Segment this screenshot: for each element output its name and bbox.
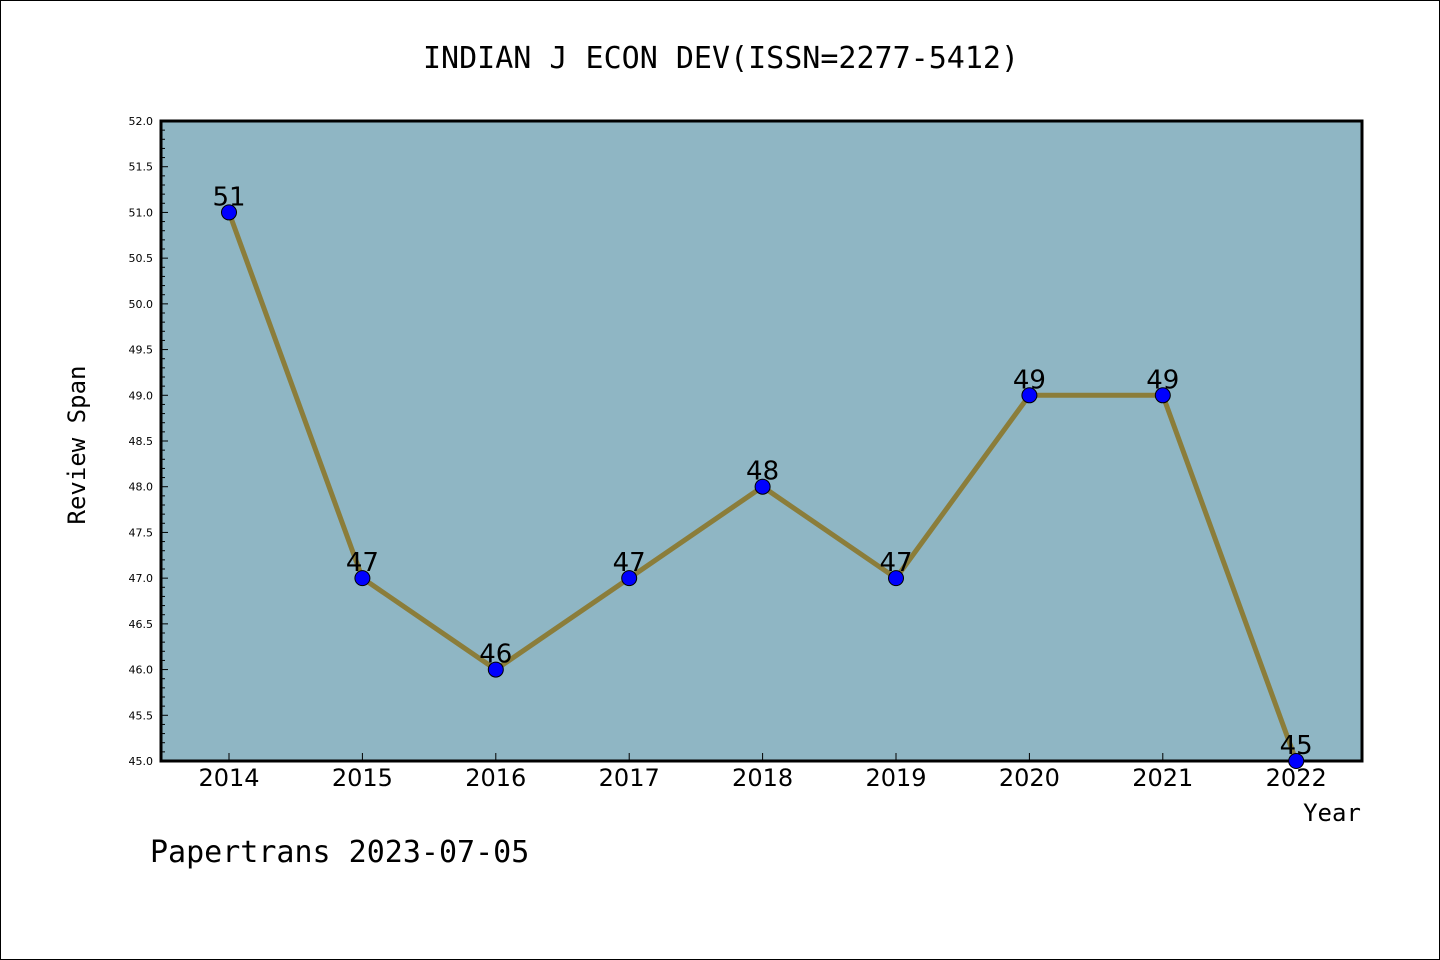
x-tick-label: 2016 [465,764,526,792]
y-tick-label: 45.0 [129,755,154,768]
x-tick-label: 2019 [865,764,926,792]
y-tick-label: 51.0 [129,206,154,219]
x-tick-label: 2018 [732,764,793,792]
y-axis-label: Review Span [63,366,91,525]
data-label: 46 [479,640,512,670]
data-label: 47 [613,548,646,578]
data-point [621,570,638,587]
data-label: 49 [1013,365,1046,395]
plot-area [159,119,1364,763]
data-label: 45 [1280,731,1313,761]
data-point [1154,387,1171,404]
y-tick-label: 50.0 [129,298,154,311]
data-point [1288,753,1305,769]
x-axis: 2014 2015 2016 2017 2018 2019 2020 2021 2022 [198,753,1327,792]
y-tick-label: 47.0 [129,572,154,585]
y-tick-label: 52.0 [129,115,154,128]
data-label: 47 [879,548,912,578]
series: 51 47 46 47 48 47 49 49 45 [212,182,1313,769]
y-tick-label: 46.0 [129,664,154,677]
data-label: 51 [212,182,245,212]
data-label: 49 [1146,365,1179,395]
y-tick-label: 48.0 [129,481,154,494]
y-tick-label: 49.0 [129,389,154,402]
data-point [754,478,771,495]
y-axis: 45.0 45.5 46.0 46.5 47.0 47.5 48.0 48.5 49.0 49.5… [129,115,168,768]
data-label: 47 [346,548,379,578]
x-tick-label: 2020 [999,764,1060,792]
y-tick-label: 47.5 [129,526,154,539]
data-point [1021,387,1038,404]
y-tick-label: 45.5 [129,709,154,722]
data-point [354,570,371,587]
data-point [487,661,504,678]
data-point [221,204,237,221]
data-label: 48 [746,457,779,487]
data-point [888,570,904,587]
y-tick-label: 46.5 [129,618,154,631]
y-tick-label: 51.5 [129,161,154,174]
x-tick-label: 2014 [198,764,259,792]
footer-text: Papertrans 2023-07-05 [150,835,530,870]
chart-title: INDIAN J ECON DEV(ISSN=2277-5412) [423,41,1019,76]
y-tick-label: 48.5 [129,435,154,448]
y-tick-label: 49.5 [129,344,154,357]
y-tick-label: 50.5 [129,252,154,265]
x-tick-label: 2015 [332,764,393,792]
x-tick-label: 2017 [599,764,660,792]
x-axis-label: Year [1303,799,1361,827]
x-tick-label: 2021 [1132,764,1193,792]
